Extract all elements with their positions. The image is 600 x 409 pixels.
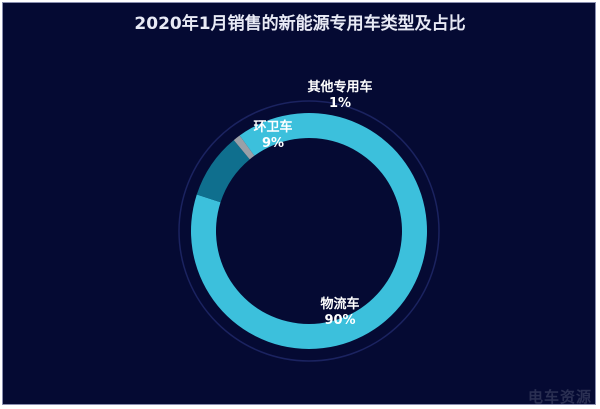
slice-3 [233,135,255,160]
slice-percent-2: 9% [262,136,284,151]
watermark: 电车资源 [527,388,592,406]
slice-label-1: 物流车 [320,296,359,312]
outer-guide-ring [178,100,440,362]
slice-percent-3: 1% [329,96,351,111]
slice-1 [191,113,427,349]
slice-label-3: 其他专用车 [307,79,372,95]
slice-2 [196,140,250,203]
chart-title: 2020年1月销售的新能源专用车类型及占比 [134,14,466,34]
slice-percent-1: 90% [324,313,355,328]
slice-label-2: 环卫车 [253,119,292,135]
